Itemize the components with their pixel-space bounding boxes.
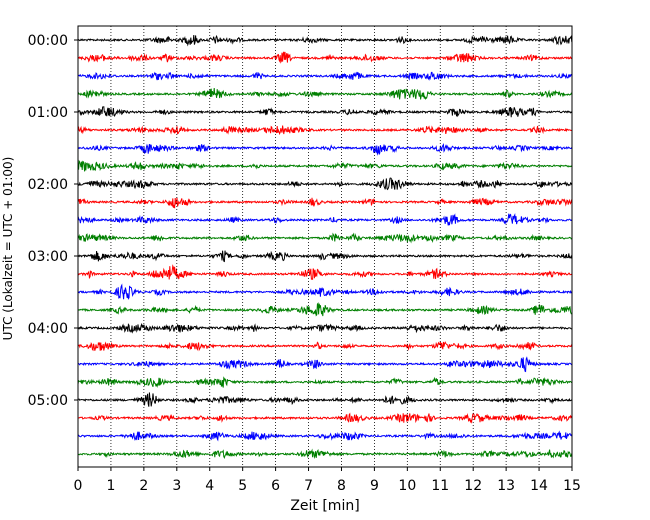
trace-6: [77, 143, 573, 156]
x-tick-label: 4: [205, 478, 214, 494]
x-axis-label: Zeit [min]: [290, 498, 359, 514]
trace-20: [77, 392, 573, 407]
trace-4: [77, 106, 573, 118]
y-tick-label: 05:00: [28, 393, 68, 409]
trace-12: [77, 250, 573, 263]
x-tick-label: 6: [271, 478, 280, 494]
trace-23: [77, 448, 573, 460]
x-tick-label: 15: [563, 478, 581, 494]
trace-15: [77, 302, 573, 317]
trace-21: [77, 412, 573, 424]
y-tick-label: 00:00: [28, 33, 68, 49]
x-tick-label: 9: [370, 478, 379, 494]
x-tick-label: 2: [139, 478, 148, 494]
x-tick-label: 8: [337, 478, 346, 494]
trace-13: [77, 264, 573, 281]
trace-14: [77, 283, 573, 300]
trace-9: [77, 197, 573, 209]
trace-5: [77, 125, 573, 136]
x-tick-label: 10: [398, 478, 416, 494]
x-tick-label: 3: [172, 478, 181, 494]
y-tick-label: 01:00: [28, 105, 68, 121]
x-tick-label: 0: [74, 478, 83, 494]
trace-1: [77, 51, 573, 64]
trace-19: [77, 376, 573, 389]
trace-8: [77, 177, 573, 191]
trace-group: [77, 34, 573, 460]
y-tick-label: 02:00: [28, 177, 68, 193]
x-tick-label: 5: [238, 478, 247, 494]
y-tick-label: 04:00: [28, 321, 68, 337]
trace-0: [77, 34, 573, 47]
trace-3: [77, 88, 573, 100]
x-tick-label: 14: [530, 478, 548, 494]
trace-11: [77, 232, 572, 244]
trace-18: [77, 356, 573, 373]
trace-2: [77, 71, 572, 81]
x-tick-label: 12: [464, 478, 482, 494]
x-tick-label: 13: [497, 478, 515, 494]
trace-7: [77, 159, 573, 172]
x-tick-label: 1: [106, 478, 115, 494]
trace-10: [77, 212, 573, 226]
plot-frame: [77, 25, 573, 468]
trace-17: [77, 341, 573, 352]
x-axis: 0 1 2 3 4 5 6 7 8 9 10 11 12 13 14 15: [74, 467, 581, 494]
y-tick-label: 03:00: [28, 249, 68, 265]
y-axis-label: UTC (Lokalzeit = UTC + 01:00): [1, 157, 15, 341]
grid-lines: [110, 26, 540, 467]
x-tick-label: 7: [304, 478, 313, 494]
trace-22: [77, 430, 573, 442]
trace-16: [77, 322, 572, 334]
y-axis: 00:00 01:00 02:00 03:00 04:00 05:00: [28, 33, 78, 409]
x-tick-label: 11: [431, 478, 449, 494]
